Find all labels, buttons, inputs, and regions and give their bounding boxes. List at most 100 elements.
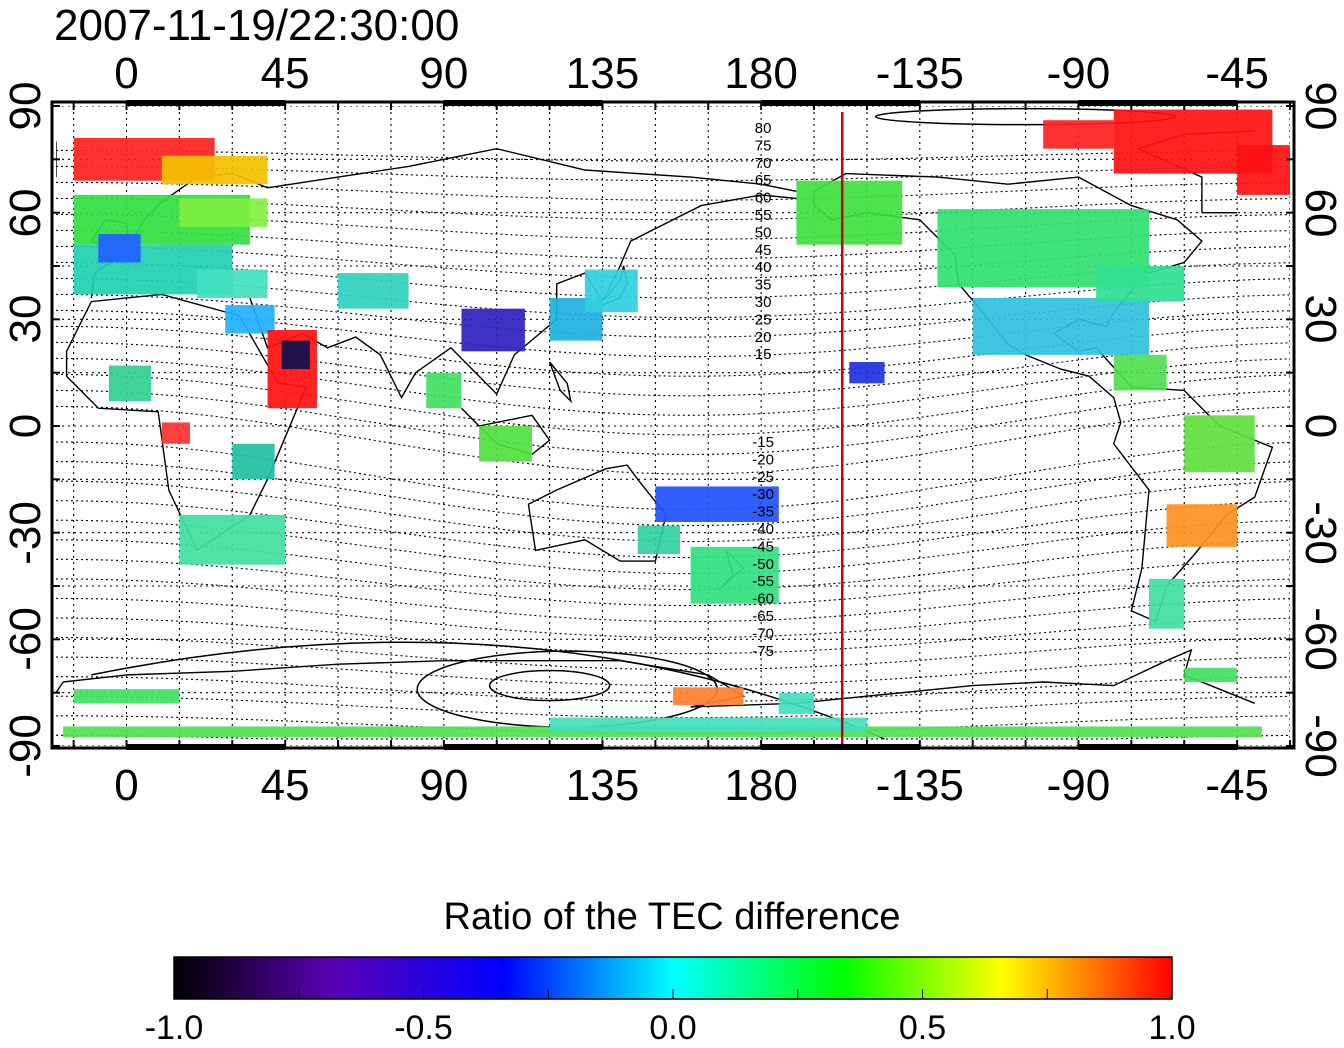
coastline	[56, 648, 1255, 708]
tec-patch	[161, 422, 190, 444]
mag-lat-label: -70	[752, 625, 774, 642]
magnetic-contour	[56, 715, 1290, 735]
mag-lat-label: 45	[755, 242, 772, 259]
tec-patch	[673, 687, 744, 706]
lat-tick-left: 0	[1, 413, 50, 439]
tec-patch	[1096, 266, 1185, 302]
frame-bar-bottom	[1078, 744, 1238, 750]
tec-patch	[479, 426, 532, 462]
coastline	[548, 361, 572, 404]
magnetic-contour	[56, 149, 1290, 162]
magnetic-contour	[56, 656, 1290, 687]
mag-lat-label: -50	[752, 556, 774, 573]
lat-tick-right: 30	[1296, 294, 1344, 344]
lon-tick-top: 90	[419, 49, 469, 98]
tec-patch	[849, 362, 885, 384]
mag-lat-label: -60	[752, 591, 774, 608]
magnetic-contour	[56, 637, 1290, 671]
mag-lat-label: 80	[755, 120, 772, 137]
tec-patch	[637, 525, 681, 554]
tec-patch	[972, 298, 1149, 355]
magnetic-contour	[56, 578, 1290, 623]
magnetic-contour	[56, 695, 1290, 719]
tec-patch	[338, 273, 409, 309]
lon-tick-bottom: -135	[875, 761, 964, 810]
magnetic-contour	[56, 229, 1290, 260]
lon-tick-bottom: -90	[1046, 761, 1111, 810]
lat-tick-left: 60	[1, 188, 50, 238]
magnetic-contour	[56, 405, 1290, 475]
lon-tick-bottom: 45	[260, 761, 310, 810]
tec-patch	[1148, 578, 1185, 629]
tec-patch	[179, 198, 268, 227]
mag-lat-label: 70	[755, 155, 772, 172]
tec-patch	[232, 443, 275, 480]
tec-patch	[197, 269, 268, 298]
tec-patch	[73, 689, 180, 704]
lon-tick-top: 45	[260, 49, 310, 98]
mag-lat-label: -45	[752, 538, 774, 555]
lon-tick-top: -90	[1046, 49, 1111, 98]
frame-bar-bottom	[761, 744, 920, 750]
tec-patch	[1113, 354, 1167, 391]
tec-patch	[98, 234, 141, 263]
lat-tick-left: 30	[1, 294, 50, 344]
coastline	[65, 293, 308, 552]
magnetic-contour	[56, 617, 1290, 655]
frame-bar-top	[126, 100, 286, 106]
lon-tick-bottom: 135	[565, 761, 640, 810]
mag-lat-label: -20	[752, 451, 774, 468]
lon-tick-top: 135	[565, 49, 640, 98]
lat-tick-right: -60	[1296, 607, 1344, 672]
lon-tick-top: 0	[114, 49, 139, 98]
tec-patch	[1184, 667, 1238, 682]
frame-bar-bottom	[126, 744, 286, 750]
tec-patch	[63, 726, 1262, 738]
tec-patch	[1184, 415, 1255, 473]
figure-title: 2007-11-19/22:30:00	[54, 1, 460, 50]
colorbar-tick-label: -0.5	[394, 1009, 453, 1047]
tec-patch	[225, 305, 275, 334]
magnetic-contour	[56, 389, 1290, 455]
lat-tick-left: -90	[1, 714, 50, 778]
frame-bar-top	[1078, 100, 1238, 106]
frame-bar-bottom	[443, 744, 603, 750]
magnetic-contour	[56, 325, 1290, 377]
lat-tick-right: 60	[1296, 188, 1344, 238]
tec-patch	[549, 717, 867, 732]
mag-lat-label: -75	[752, 643, 774, 660]
mag-lat-label: 30	[755, 294, 772, 311]
tec-patch	[584, 269, 638, 313]
colorbar-title: Ratio of the TEC difference	[443, 896, 901, 938]
tec-patch	[690, 546, 779, 604]
mag-lat-label: -30	[752, 486, 774, 503]
tec-patch	[1166, 504, 1238, 547]
magnetic-contour	[56, 676, 1290, 703]
colorbar-ticks	[173, 989, 1173, 999]
mag-lat-label: 15	[755, 346, 772, 363]
tec-patch	[1043, 120, 1114, 149]
magnetic-contour	[56, 597, 1290, 639]
magnetic-contour	[56, 500, 1290, 559]
mag-lat-label: 35	[755, 277, 772, 294]
mag-lat-label: -55	[752, 573, 774, 590]
tec-patch	[778, 692, 815, 714]
mag-lat-label: -25	[752, 469, 774, 486]
lon-tick-top: 180	[724, 49, 798, 98]
magnetic-contour	[56, 357, 1290, 416]
mag-lat-label: 60	[755, 190, 772, 207]
colorbar-tick-label: 0.0	[649, 1009, 697, 1047]
mag-lat-label: 40	[755, 259, 772, 276]
tec-data-patches	[56, 109, 1290, 738]
mag-lat-label: -35	[752, 504, 774, 521]
lon-tick-bottom: 180	[724, 761, 798, 810]
mag-lat-label: 50	[755, 224, 772, 241]
lon-tick-top: -135	[875, 49, 964, 98]
coastline	[249, 194, 797, 400]
tec-patch	[161, 155, 268, 185]
frame-bar-top	[443, 100, 603, 106]
magnetic-contour	[56, 734, 1290, 740]
mag-lat-label: 75	[755, 137, 772, 154]
